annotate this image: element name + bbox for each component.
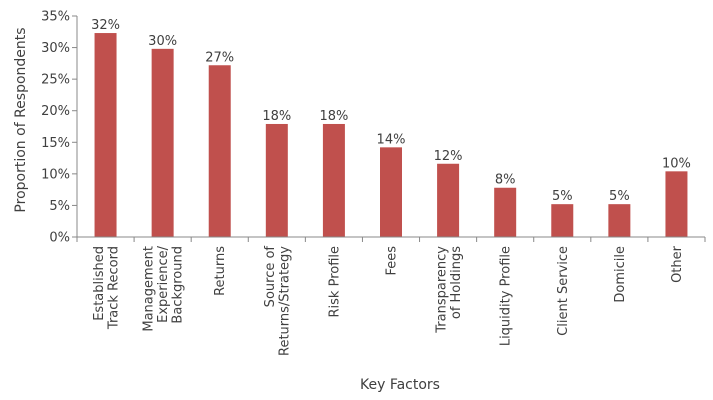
x-tick-label: Returns [213,246,228,296]
x-tick-label-line: Transparency [434,246,449,334]
bar [494,187,517,237]
y-axis-title: Proportion of Respondents [13,27,29,212]
x-tick-label-line: Domicile [613,246,628,303]
data-label: 5% [552,189,573,204]
y-tick-label: 20% [41,104,70,119]
x-tick-label-line: Client Service [556,246,571,336]
bar [265,123,288,237]
x-tick-label: Other [670,245,685,283]
x-tick-label: Established Track Record [92,246,122,330]
data-label: 8% [495,173,516,188]
data-label: 5% [609,189,630,204]
y-axis: 0% 5% 10% 15% 20% 25% 30% 35% [41,10,78,246]
data-label: 10% [662,156,691,171]
x-tick-label-line: Background [171,246,186,324]
x-axis: Established Track Record Management Experie… [76,236,706,356]
bar [380,147,402,237]
x-tick-label-line: of Holdings [449,246,464,319]
x-tick-label: Client Service [556,246,571,336]
x-tick-label-line: Risk Profile [327,246,342,318]
x-tick-label: Management Experience/Background [142,245,186,331]
data-label: 30% [148,34,177,49]
x-tick-label-line: Track Record [106,246,121,330]
y-tick-label: 15% [41,136,70,151]
bar [151,48,174,237]
x-tick-label-line: Other [670,245,685,283]
x-tick-label-line: Source of [263,246,278,308]
y-tick-label: 5% [49,199,70,214]
bar [322,123,345,237]
x-tick-label-line: Liquidity Profile [499,246,514,346]
x-axis-title: Key Factors [360,377,440,393]
bar [551,204,574,237]
data-label: 14% [377,132,406,147]
y-tick-label: 25% [41,73,70,88]
x-tick-label: Transparency of Holdings [434,246,464,334]
bar [94,33,117,238]
x-tick-label: Risk Profile [327,246,342,318]
data-label: 32% [91,18,120,33]
data-label: 18% [319,109,348,124]
x-tick-label-line: Management [142,246,157,332]
bar [208,65,231,237]
x-tick-label: Liquidity Profile [499,246,514,346]
bars [94,33,688,238]
data-label: 18% [262,109,291,124]
data-label: 27% [205,50,234,65]
bar [437,163,460,237]
data-labels: 32% 30% 27% 18% 18% 14% 12% 8% 5% 5% 10% [91,18,691,204]
bar [665,171,688,237]
x-tick-label: Domicile [613,246,628,303]
x-tick-label-line: Experience/ [156,245,171,322]
y-tick-label: 30% [41,41,70,56]
y-tick-label: 0% [49,231,70,246]
data-label: 12% [434,149,463,164]
y-tick-label: 35% [41,10,70,25]
x-tick-label-line: Returns [213,246,228,296]
x-tick-label-line: Established [92,246,107,321]
x-tick-label: Fees [385,246,400,276]
y-tick-label: 10% [41,167,70,182]
x-tick-label: Source of Returns/Strategy [263,246,293,356]
x-tick-label-line: Returns/Strategy [278,246,293,356]
bar [608,204,631,237]
x-tick-label-line: Fees [385,246,400,276]
